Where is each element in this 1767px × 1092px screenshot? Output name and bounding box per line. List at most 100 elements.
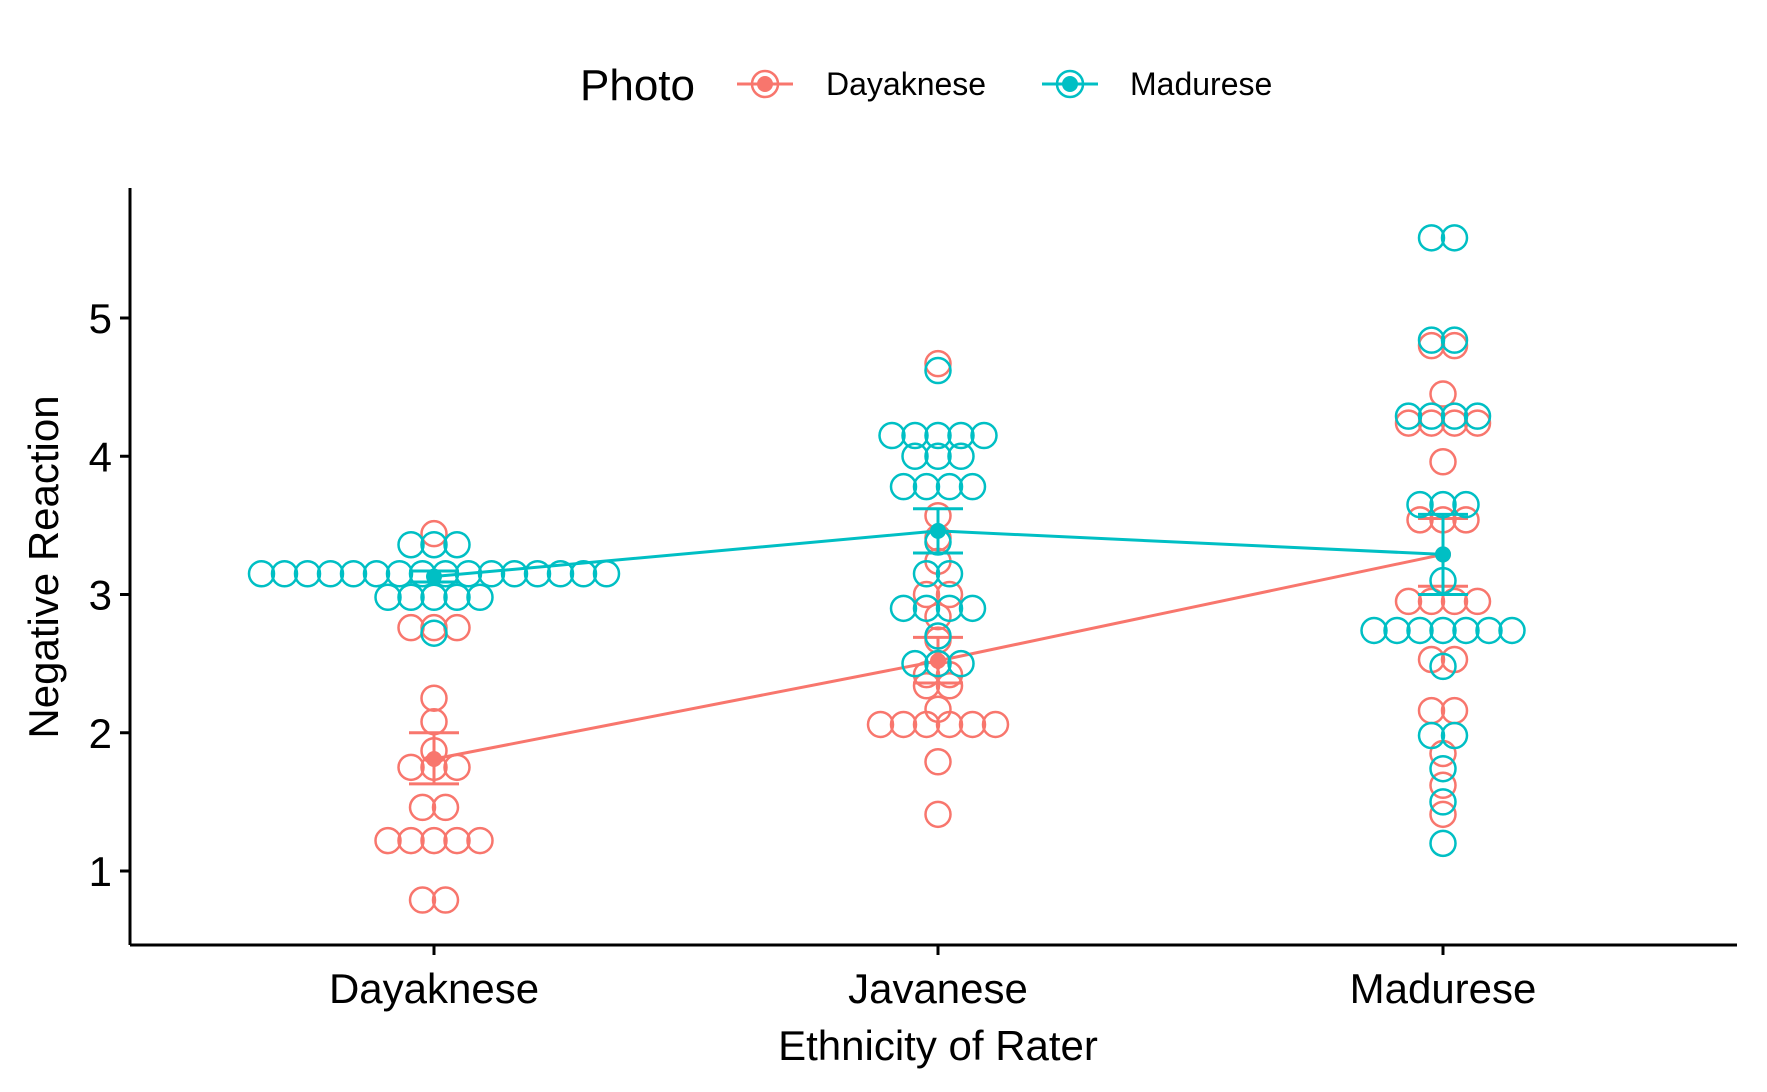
data-point	[924, 622, 952, 650]
legend: Photo Dayaknese Madurese	[580, 61, 1272, 110]
data-point	[901, 421, 929, 450]
data-point	[1417, 331, 1446, 360]
data-point	[374, 583, 402, 612]
data-point	[970, 421, 998, 450]
data-point	[270, 560, 299, 588]
data-point	[1429, 829, 1457, 858]
data-point	[569, 560, 598, 588]
data-point	[1440, 587, 1469, 616]
data-point	[1429, 771, 1457, 800]
axes: 1 2 3 4 5 Dayaknese Javanese Madurese	[89, 188, 1737, 1012]
data-point	[1394, 409, 1423, 437]
data-point	[878, 421, 906, 450]
data-point	[889, 472, 918, 501]
data-point	[1429, 380, 1457, 408]
data-point	[912, 560, 941, 588]
data-point	[1440, 721, 1469, 750]
data-point	[901, 649, 929, 678]
data-point	[316, 560, 345, 588]
data-point	[1452, 490, 1480, 519]
data-point	[1440, 326, 1469, 354]
mean-point	[426, 751, 442, 768]
data-point	[924, 349, 952, 378]
data-point	[912, 710, 941, 739]
data-point	[1463, 409, 1492, 437]
data-point	[1417, 409, 1446, 437]
data-point	[1394, 587, 1423, 616]
data-point	[1406, 490, 1434, 519]
data-point	[1463, 587, 1492, 616]
data-point	[443, 583, 471, 612]
data-point	[247, 560, 276, 588]
data-point	[397, 583, 425, 612]
data-point	[420, 684, 448, 712]
mean-point	[930, 652, 946, 669]
x-ticks: Dayaknese Javanese Madurese	[329, 945, 1536, 1012]
data-point	[935, 472, 964, 501]
data-point	[924, 800, 952, 829]
data-point	[362, 560, 391, 588]
y-tick-label: 3	[89, 572, 112, 619]
data-point	[1463, 402, 1492, 430]
data-point	[1417, 326, 1446, 354]
data-point	[1417, 696, 1446, 725]
data-point	[947, 421, 975, 450]
data-point	[420, 583, 448, 612]
data-point	[1429, 754, 1457, 783]
data-point	[924, 356, 952, 385]
data-point	[443, 530, 471, 559]
data-point	[397, 613, 425, 642]
data-point	[431, 793, 460, 822]
x-tick-label: Javanese	[848, 965, 1028, 1012]
data-point	[981, 710, 1010, 739]
series-dayaknese	[374, 331, 1492, 914]
data-point	[420, 707, 448, 736]
x-axis-title: Ethnicity of Rater	[778, 1022, 1098, 1069]
data-point	[1417, 402, 1446, 430]
y-tick-label: 1	[89, 848, 112, 895]
data-point	[912, 671, 941, 700]
data-point	[912, 472, 941, 501]
data-point	[523, 560, 552, 588]
mean-point	[930, 522, 946, 539]
data-point	[1417, 224, 1446, 252]
series-layer	[247, 224, 1526, 914]
data-point	[935, 560, 964, 588]
data-point	[935, 710, 964, 739]
data-point	[935, 671, 964, 700]
data-point	[1406, 616, 1434, 645]
data-point	[339, 560, 368, 588]
data-point	[1475, 616, 1503, 645]
data-point	[374, 826, 402, 855]
data-point	[431, 886, 460, 914]
data-point	[912, 580, 941, 609]
data-point	[1440, 402, 1469, 430]
data-point	[924, 649, 952, 678]
data-point	[1440, 331, 1469, 360]
data-point	[1498, 616, 1526, 645]
data-point	[420, 519, 448, 548]
data-point	[1394, 402, 1423, 430]
data-point	[293, 560, 322, 588]
data-point	[1429, 739, 1457, 768]
legend-label: Dayaknese	[826, 66, 986, 102]
data-point	[1429, 616, 1457, 645]
data-point	[443, 613, 471, 642]
data-point	[443, 826, 471, 855]
legend-label: Madurese	[1130, 66, 1272, 102]
data-point	[947, 649, 975, 678]
data-point	[1360, 616, 1388, 645]
y-tick-label: 5	[89, 295, 112, 342]
data-point	[958, 594, 987, 623]
data-point	[912, 594, 941, 623]
data-point	[901, 442, 929, 470]
data-point	[1429, 652, 1457, 681]
data-point	[924, 421, 952, 450]
data-point	[1440, 224, 1469, 252]
legend-entries: Dayaknese Madurese	[737, 66, 1272, 102]
data-point	[1417, 587, 1446, 616]
y-tick-label: 4	[89, 433, 112, 480]
x-tick-label: Dayaknese	[329, 965, 539, 1012]
data-point	[420, 613, 448, 642]
